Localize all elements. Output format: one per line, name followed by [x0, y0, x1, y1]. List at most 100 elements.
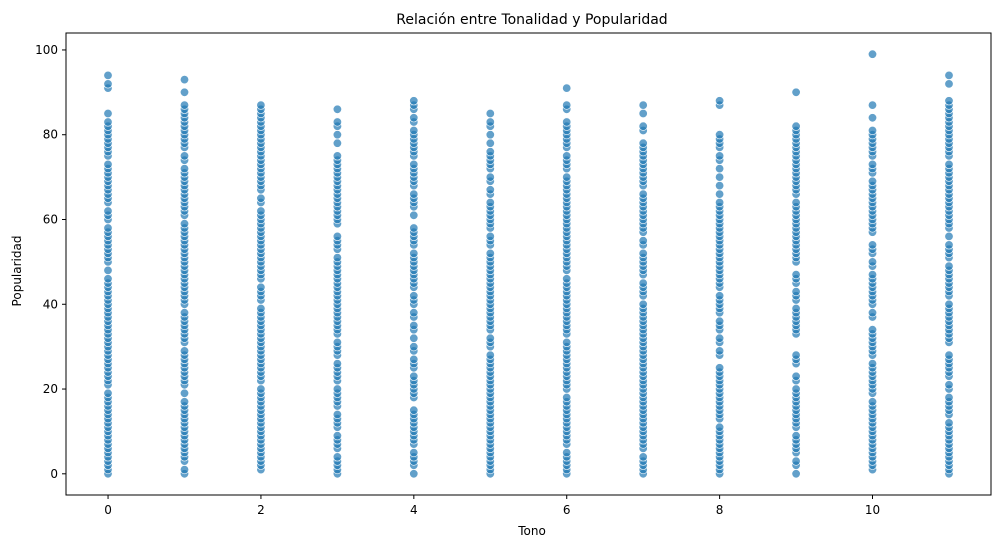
y-tick-label: 80 [43, 128, 58, 142]
data-point [791, 384, 801, 394]
data-point [867, 126, 877, 136]
data-point [715, 316, 725, 326]
data-point [867, 159, 877, 169]
data-point [562, 337, 572, 347]
data-point [791, 270, 801, 280]
data-point [715, 363, 725, 373]
data-point [180, 465, 190, 475]
data-point [944, 418, 954, 428]
data-point [332, 104, 342, 114]
data-point [103, 159, 113, 169]
data-point [409, 333, 419, 343]
data-point [332, 231, 342, 241]
data-point [103, 206, 113, 216]
data-point [715, 291, 725, 301]
data-point [485, 147, 495, 157]
data-point [791, 303, 801, 313]
y-tick-label: 20 [43, 382, 58, 396]
data-point [791, 371, 801, 381]
data-point [409, 320, 419, 330]
data-point [103, 109, 113, 119]
data-point [409, 159, 419, 169]
y-tick-label: 0 [50, 467, 58, 481]
data-point [638, 236, 648, 246]
x-tick-label: 4 [410, 503, 418, 517]
data-point [715, 151, 725, 161]
data-point [867, 359, 877, 369]
data-point [180, 308, 190, 318]
data-point [867, 325, 877, 335]
data-point [638, 138, 648, 148]
data-point [103, 274, 113, 284]
data-point [944, 261, 954, 271]
y-axis: 0 20 40 60 80 100 [35, 43, 66, 481]
data-point [180, 388, 190, 398]
data-point [715, 172, 725, 182]
data-point [409, 469, 419, 479]
axes-frame [65, 32, 992, 496]
data-point [791, 350, 801, 360]
data-point [944, 380, 954, 390]
data-point [638, 248, 648, 258]
data-point [485, 248, 495, 258]
data-point [715, 346, 725, 356]
data-point [944, 79, 954, 89]
data-point [332, 359, 342, 369]
data-point [256, 100, 266, 110]
data-point [791, 198, 801, 208]
data-point [180, 87, 190, 97]
data-point [715, 198, 725, 208]
data-point [485, 185, 495, 195]
data-point [409, 354, 419, 364]
data-point [944, 299, 954, 309]
data-point [409, 308, 419, 318]
data-point [256, 193, 266, 203]
data-point [562, 172, 572, 182]
data-point [485, 130, 495, 140]
data-point [180, 346, 190, 356]
data-point [944, 96, 954, 106]
data-point [791, 87, 801, 97]
data-point [409, 448, 419, 458]
data-point [944, 231, 954, 241]
data-point [409, 189, 419, 199]
x-axis: 0 2 4 6 8 10 [104, 495, 880, 517]
data-point [485, 172, 495, 182]
data-point [715, 164, 725, 174]
data-point [409, 126, 419, 136]
data-point [485, 333, 495, 343]
data-point [332, 130, 342, 140]
y-tick-label: 40 [43, 297, 58, 311]
data-point [332, 117, 342, 127]
data-point [944, 240, 954, 250]
x-tick-label: 2 [257, 503, 265, 517]
data-point [638, 121, 648, 131]
data-point [715, 130, 725, 140]
data-point [715, 181, 725, 191]
data-point [867, 270, 877, 280]
data-point [180, 219, 190, 229]
chart-title: Relación entre Tonalidad y Popularidad [396, 12, 667, 28]
data-point [180, 75, 190, 85]
data-point [944, 70, 954, 80]
data-point [485, 138, 495, 148]
data-point [867, 257, 877, 267]
data-point [409, 96, 419, 106]
data-point [409, 223, 419, 233]
data-point [562, 448, 572, 458]
data-point [256, 206, 266, 216]
data-point [103, 223, 113, 233]
data-point [485, 350, 495, 360]
data-point [332, 409, 342, 419]
y-tick-label: 100 [35, 43, 58, 57]
x-axis-label: Tono [517, 524, 546, 538]
data-point [562, 274, 572, 284]
data-point [485, 117, 495, 127]
data-point [485, 109, 495, 119]
x-tick-label: 0 [104, 503, 112, 517]
y-tick-label: 60 [43, 212, 58, 226]
data-point [791, 469, 801, 479]
data-point [256, 303, 266, 313]
